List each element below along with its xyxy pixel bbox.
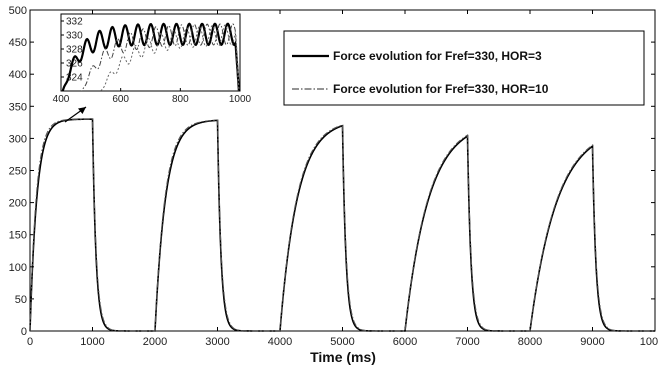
y-tick-label: 350	[9, 101, 27, 113]
x-tick-label: 6000	[393, 336, 417, 348]
legend-label-hor10: Force evolution for Fref=330, HOR=10	[333, 82, 549, 96]
y-tick-label: 250	[9, 166, 27, 178]
legend: Force evolution for Fref=330, HOR=3 Forc…	[284, 31, 644, 105]
zoom-arrow-head	[78, 107, 86, 114]
inset-y-tick-label: 328	[66, 45, 83, 56]
x-tick-label: 4000	[268, 336, 292, 348]
x-tick-label: 1000	[80, 336, 104, 348]
y-tick-label: 200	[9, 198, 27, 210]
y-tick-label: 100	[9, 262, 27, 274]
y-tick-label: 450	[9, 37, 27, 49]
y-tick-label: 300	[9, 133, 27, 145]
x-tick-label: 9000	[580, 336, 604, 348]
inset-y-tick-label: 330	[66, 31, 83, 42]
x-axis-label: Time (ms)	[310, 349, 376, 365]
x-tick-label: 7000	[455, 336, 479, 348]
inset-x-tick-label: 800	[172, 94, 189, 105]
x-tick-label: 10000	[640, 336, 658, 348]
main-series	[30, 119, 655, 331]
x-tick-label: 0	[27, 336, 33, 348]
y-tick-label: 400	[9, 69, 27, 81]
x-tick-label: 3000	[205, 336, 229, 348]
x-tick-label: 5000	[330, 336, 354, 348]
inset-x-tick-label: 600	[112, 94, 129, 105]
inset-x-tick-label: 1000	[229, 94, 252, 105]
inset-y-tick-label: 332	[66, 17, 83, 28]
series-line-1	[30, 119, 655, 331]
legend-label-hor3: Force evolution for Fref=330, HOR=3	[333, 49, 542, 63]
y-tick-label: 150	[9, 230, 27, 242]
inset-x-tick-label: 400	[53, 94, 70, 105]
y-tick-label: 500	[9, 5, 27, 17]
y-tick-label: 0	[21, 326, 27, 338]
x-tick-label: 2000	[143, 336, 167, 348]
x-tick-label: 8000	[518, 336, 542, 348]
y-tick-label: 50	[15, 294, 27, 306]
